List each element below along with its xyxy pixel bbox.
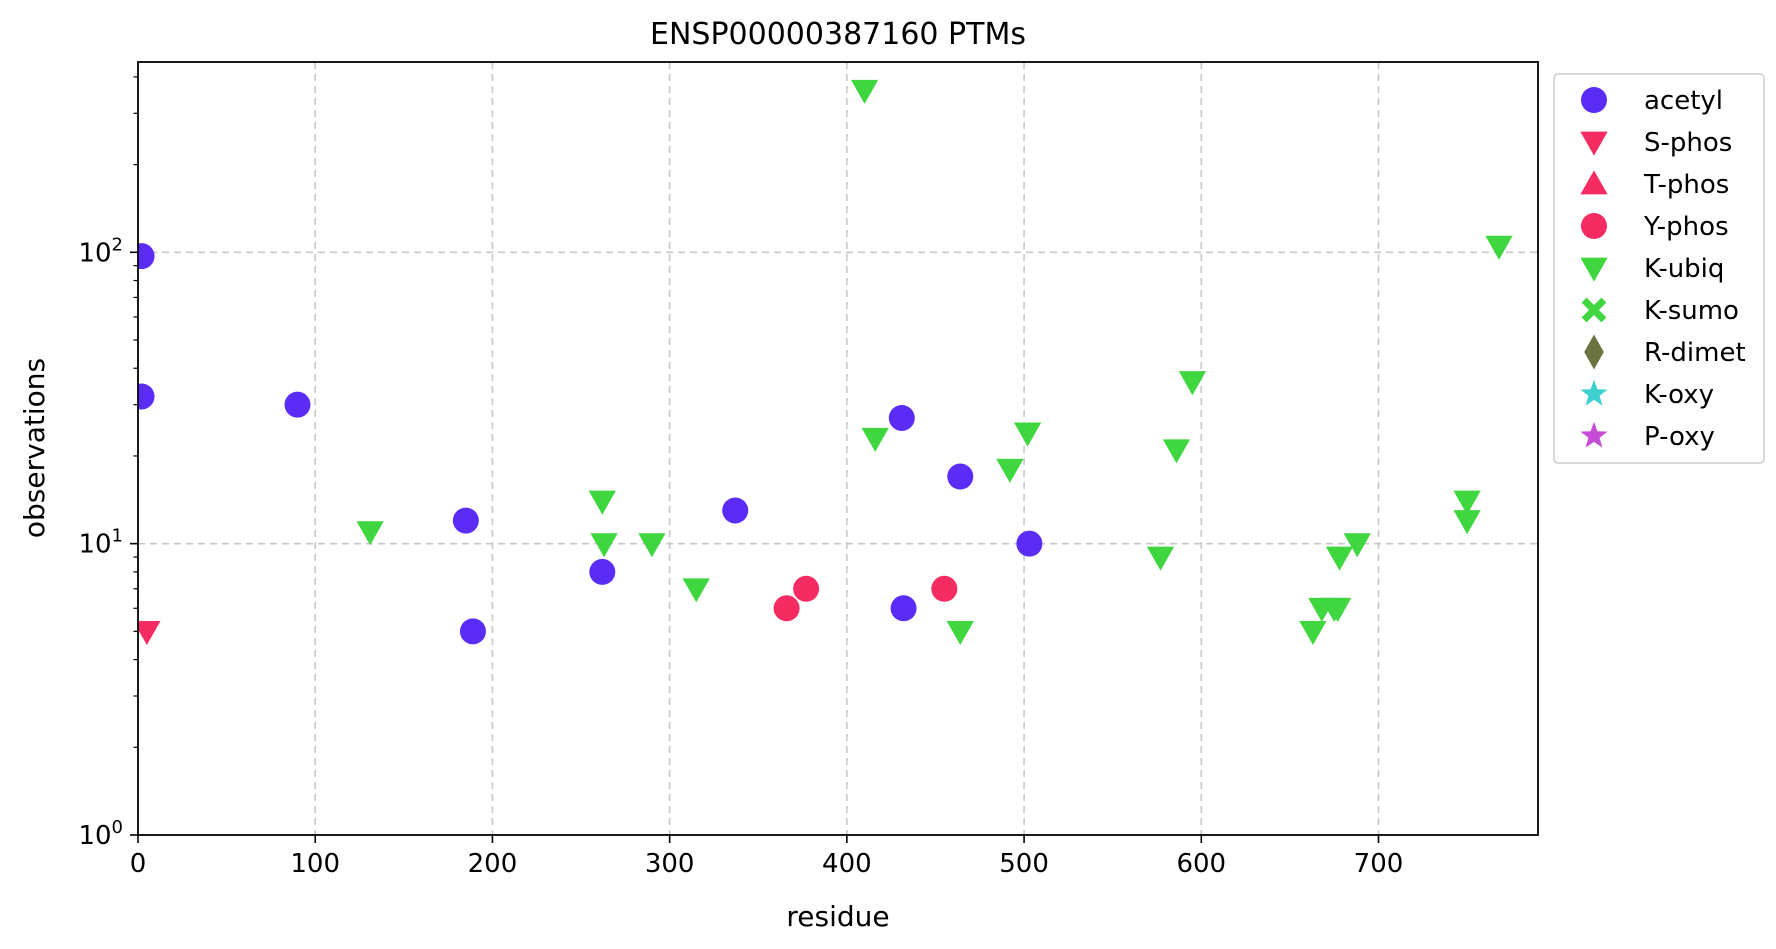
legend-marker-p-oxy	[1580, 421, 1608, 448]
point-k-ubiq	[682, 578, 710, 603]
point-acetyl	[284, 391, 311, 418]
data-points	[138, 79, 1513, 646]
point-y-phos	[793, 575, 820, 602]
point-k-ubiq	[946, 620, 974, 646]
legend-label: acetyl	[1644, 86, 1723, 116]
point-acetyl	[138, 383, 155, 410]
x-tick-label: 200	[468, 849, 518, 879]
point-k-ubiq	[1162, 439, 1191, 464]
x-tick-label: 100	[290, 849, 340, 879]
point-acetyl	[459, 618, 486, 645]
legend-label: S-phos	[1644, 128, 1732, 158]
point-k-ubiq	[1485, 235, 1513, 260]
legend-label: Y-phos	[1643, 212, 1729, 242]
point-k-ubiq	[588, 490, 616, 515]
point-k-ubiq	[1146, 546, 1175, 571]
x-tick-label: 700	[1354, 849, 1404, 879]
point-y-phos	[931, 575, 958, 602]
point-k-ubiq	[638, 533, 666, 558]
legend-marker-s-phos	[1580, 131, 1608, 156]
legend-marker-r-dimet	[1584, 334, 1604, 370]
point-acetyl	[947, 463, 974, 490]
point-k-ubiq	[1325, 546, 1354, 571]
legend-label: T-phos	[1643, 170, 1729, 200]
point-k-ubiq	[1178, 371, 1207, 396]
x-axis-title: residue	[786, 900, 889, 933]
point-acetyl	[138, 243, 155, 270]
legend-label: R-dimet	[1644, 338, 1746, 368]
grid	[138, 62, 1538, 835]
legend-label: K-oxy	[1644, 380, 1714, 410]
point-acetyl	[722, 497, 749, 524]
legend: acetyl S-phos T-phos Y-phos K-ubiq K-sumo R-di…	[1553, 73, 1765, 464]
point-k-ubiq	[590, 533, 618, 558]
y-axis-title: observations	[18, 358, 51, 538]
point-acetyl	[452, 507, 479, 534]
legend-marker-k-oxy	[1580, 379, 1608, 406]
x-tick-label: 0	[130, 849, 147, 879]
x-tick-label: 500	[999, 849, 1049, 879]
legend-marker-k-sumo	[1581, 297, 1607, 323]
point-k-ubiq	[1299, 620, 1327, 646]
legend-label: K-ubiq	[1644, 254, 1724, 284]
legend-label: K-sumo	[1644, 296, 1739, 326]
x-tick-label: 400	[822, 849, 872, 879]
plot-frame	[137, 61, 1539, 836]
x-tick-label: 300	[645, 849, 695, 879]
point-acetyl	[1016, 530, 1043, 557]
point-k-ubiq	[1453, 510, 1481, 535]
y-tick-label: 101	[78, 526, 123, 560]
point-k-ubiq	[1453, 490, 1481, 515]
legend-marker-acetyl	[1581, 87, 1607, 113]
legend-marker-k-ubiq	[1580, 257, 1608, 282]
legend-marker-t-phos	[1580, 170, 1608, 195]
point-acetyl	[890, 595, 917, 622]
x-tick-label: 600	[1176, 849, 1226, 879]
point-acetyl	[888, 404, 915, 431]
point-y-phos	[773, 595, 800, 622]
point-s-phos	[138, 620, 161, 646]
point-k-ubiq	[996, 458, 1024, 483]
y-tick-label: 102	[78, 234, 123, 268]
chart-title: ENSP00000387160 PTMs	[650, 17, 1026, 52]
point-k-ubiq	[1343, 533, 1371, 558]
y-tick-label: 100	[78, 817, 123, 851]
legend-box	[1553, 73, 1765, 464]
point-k-ubiq	[1013, 422, 1042, 447]
point-k-ubiq	[1324, 597, 1352, 622]
legend-label: P-oxy	[1644, 422, 1715, 452]
legend-marker-y-phos	[1581, 213, 1607, 239]
point-k-ubiq	[850, 79, 879, 104]
point-k-ubiq	[356, 521, 384, 546]
point-k-ubiq	[861, 427, 889, 452]
point-acetyl	[589, 558, 616, 585]
